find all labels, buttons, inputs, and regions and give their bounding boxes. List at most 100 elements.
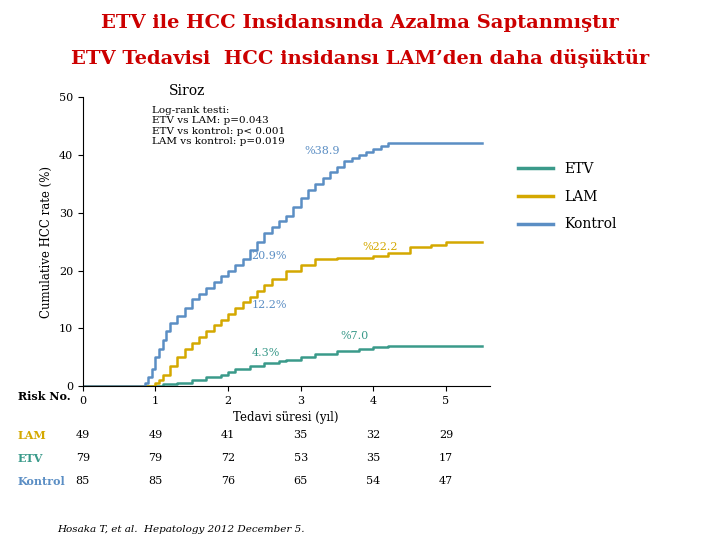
LAM (173, 354, 181, 361)
LAM (231, 305, 240, 312)
Text: Risk No.: Risk No. (18, 392, 71, 402)
Line: ETV: ETV (83, 346, 482, 386)
LAM (217, 316, 225, 323)
Kontrol (354, 152, 363, 158)
Kontrol (158, 336, 167, 343)
Kontrol (434, 140, 443, 147)
ETV (369, 343, 378, 350)
Kontrol (210, 279, 218, 285)
ETV (441, 342, 450, 349)
LAM (260, 282, 269, 288)
Kontrol (217, 273, 225, 280)
Line: LAM: LAM (83, 241, 482, 386)
Kontrol (405, 140, 414, 147)
Text: 65: 65 (294, 476, 308, 486)
Kontrol (427, 140, 436, 147)
Kontrol (187, 296, 196, 302)
Kontrol (246, 247, 254, 254)
Kontrol (384, 140, 392, 147)
LAM (333, 254, 341, 261)
Kontrol (144, 374, 153, 381)
Kontrol (238, 256, 247, 262)
Kontrol (318, 175, 327, 181)
ETV (384, 342, 392, 349)
LAM (405, 244, 414, 251)
Text: 35: 35 (366, 453, 380, 463)
LAM (267, 276, 276, 282)
Kontrol (456, 140, 465, 147)
Text: %38.9: %38.9 (305, 146, 340, 156)
Kontrol (464, 140, 472, 147)
ETV (187, 377, 196, 383)
LAM (151, 380, 160, 387)
ETV (151, 383, 160, 389)
Kontrol (340, 158, 348, 165)
Text: 49: 49 (76, 430, 90, 441)
Text: 17: 17 (439, 453, 453, 463)
Kontrol (304, 186, 312, 193)
LAM (202, 328, 211, 334)
ETV (224, 368, 233, 375)
Text: %7.0: %7.0 (341, 330, 369, 341)
Kontrol (267, 224, 276, 231)
Text: 85: 85 (76, 476, 90, 486)
LAM (478, 238, 487, 245)
Kontrol (361, 149, 370, 156)
LAM (158, 372, 167, 378)
Line: Kontrol: Kontrol (83, 144, 482, 386)
ETV (78, 383, 87, 389)
Text: LAM: LAM (18, 430, 47, 441)
Kontrol (282, 212, 291, 219)
Kontrol (202, 285, 211, 291)
Kontrol (231, 262, 240, 268)
Text: 76: 76 (221, 476, 235, 486)
X-axis label: Tedavi süresi (yıl): Tedavi süresi (yıl) (233, 411, 339, 424)
Kontrol (173, 312, 181, 319)
Text: 53: 53 (294, 453, 308, 463)
LAM (180, 345, 189, 352)
ETV (282, 357, 291, 363)
Text: ETV: ETV (18, 453, 43, 464)
ETV (297, 354, 305, 361)
Text: 49: 49 (148, 430, 163, 441)
Text: 85: 85 (148, 476, 163, 486)
Text: 20.9%: 20.9% (251, 251, 287, 261)
Text: 79: 79 (76, 453, 90, 463)
Kontrol (180, 305, 189, 312)
Text: 35: 35 (294, 430, 308, 441)
Kontrol (413, 140, 421, 147)
Kontrol (478, 140, 487, 147)
Text: 72: 72 (221, 453, 235, 463)
ETV (217, 372, 225, 378)
Kontrol (289, 204, 298, 210)
Text: 32: 32 (366, 430, 380, 441)
Text: 54: 54 (366, 476, 380, 486)
LAM (369, 253, 378, 259)
LAM (384, 250, 392, 256)
Text: Kontrol: Kontrol (18, 476, 66, 487)
LAM (166, 363, 174, 369)
LAM (238, 299, 247, 306)
Text: 79: 79 (148, 453, 163, 463)
ETV (311, 351, 320, 357)
LAM (456, 238, 465, 245)
LAM (246, 293, 254, 300)
Kontrol (155, 345, 163, 352)
Kontrol (162, 328, 171, 334)
Kontrol (260, 230, 269, 236)
Text: %22.2: %22.2 (362, 242, 398, 252)
ETV (246, 363, 254, 369)
ETV (260, 360, 269, 366)
LAM (155, 377, 163, 383)
Kontrol (151, 354, 160, 361)
ETV (202, 374, 211, 381)
LAM (441, 238, 450, 245)
Kontrol (377, 143, 385, 150)
Kontrol (274, 218, 283, 225)
Text: 12.2%: 12.2% (251, 300, 287, 310)
LAM (210, 322, 218, 329)
Text: Log-rank testi:
ETV vs LAM: p=0.043
ETV vs kontrol: p< 0.001
LAM vs kontrol: p=0: Log-rank testi: ETV vs LAM: p=0.043 ETV … (152, 106, 285, 146)
Kontrol (140, 380, 149, 387)
Kontrol (369, 146, 378, 152)
Text: Siroz: Siroz (169, 84, 205, 98)
